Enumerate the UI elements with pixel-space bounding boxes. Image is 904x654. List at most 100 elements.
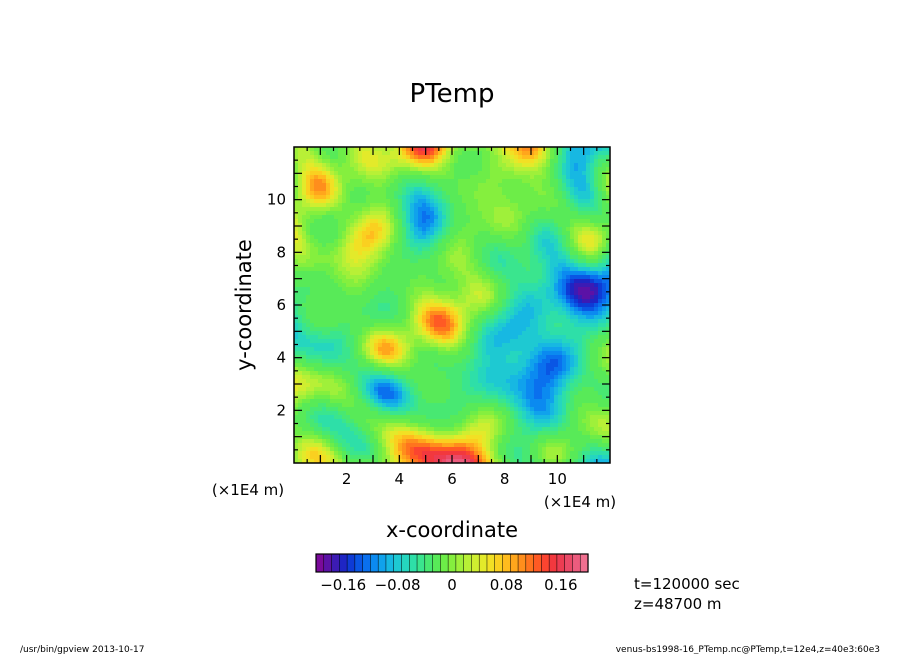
heatmap-cell	[570, 279, 575, 284]
heatmap-cell	[598, 231, 603, 236]
heatmap-cell	[550, 279, 555, 284]
heatmap-cell	[498, 279, 503, 284]
heatmap-cell	[358, 195, 363, 200]
heatmap-cell	[578, 159, 583, 164]
heatmap-cell	[394, 315, 399, 320]
heatmap-cell	[438, 267, 443, 272]
heatmap-cell	[326, 379, 331, 384]
heatmap-cell	[466, 259, 471, 264]
heatmap-cell	[582, 279, 587, 284]
heatmap-cell	[294, 215, 299, 220]
heatmap-cell	[586, 355, 591, 360]
heatmap-cell	[434, 295, 439, 300]
heatmap-cell	[510, 167, 515, 172]
heatmap-cell	[546, 199, 551, 204]
heatmap-cell	[314, 179, 319, 184]
heatmap-cell	[522, 375, 527, 380]
heatmap-cell	[478, 291, 483, 296]
heatmap-cell	[430, 167, 435, 172]
heatmap-cell	[502, 343, 507, 348]
heatmap-cell	[326, 195, 331, 200]
heatmap-cell	[506, 159, 511, 164]
heatmap-cell	[374, 203, 379, 208]
heatmap-cell	[362, 263, 367, 268]
heatmap-cell	[322, 203, 327, 208]
heatmap-cell	[450, 187, 455, 192]
heatmap-cell	[498, 183, 503, 188]
heatmap-cell	[334, 235, 339, 240]
heatmap-cell	[586, 227, 591, 232]
heatmap-cell	[358, 299, 363, 304]
heatmap-cell	[450, 371, 455, 376]
heatmap-cell	[294, 251, 299, 256]
heatmap-cell	[298, 159, 303, 164]
heatmap-cell	[602, 151, 607, 156]
heatmap-cell	[590, 211, 595, 216]
heatmap-cell	[334, 399, 339, 404]
heatmap-cell	[578, 203, 583, 208]
heatmap-cell	[334, 251, 339, 256]
heatmap-cell	[538, 207, 543, 212]
heatmap-cell	[402, 179, 407, 184]
heatmap-cell	[514, 255, 519, 260]
heatmap-cell	[350, 303, 355, 308]
heatmap-cell	[554, 239, 559, 244]
heatmap-cell	[406, 179, 411, 184]
heatmap-cell	[578, 323, 583, 328]
heatmap-cell	[434, 151, 439, 156]
heatmap-cell	[606, 319, 610, 324]
heatmap-cell	[566, 319, 571, 324]
heatmap-cell	[382, 191, 387, 196]
heatmap-cell	[586, 287, 591, 292]
heatmap-cell	[306, 211, 311, 216]
heatmap-cell	[370, 371, 375, 376]
heatmap-cell	[602, 375, 607, 380]
heatmap-cell	[410, 203, 415, 208]
heatmap-cell	[422, 187, 427, 192]
heatmap-cell	[386, 303, 391, 308]
heatmap-cell	[450, 283, 455, 288]
heatmap-cell	[486, 355, 491, 360]
heatmap-cell	[478, 327, 483, 332]
heatmap-cell	[434, 223, 439, 228]
heatmap-cell	[346, 315, 351, 320]
heatmap-cell	[438, 211, 443, 216]
heatmap-cell	[398, 375, 403, 380]
heatmap-cell	[482, 343, 487, 348]
heatmap-cell	[526, 355, 531, 360]
heatmap-cell	[366, 187, 371, 192]
heatmap-cell	[402, 379, 407, 384]
heatmap-cell	[326, 215, 331, 220]
heatmap-cell	[454, 171, 459, 176]
heatmap-cell	[454, 359, 459, 364]
heatmap-cell	[394, 363, 399, 368]
heatmap-cell	[590, 247, 595, 252]
heatmap-cell	[318, 271, 323, 276]
heatmap-cell	[510, 179, 515, 184]
heatmap-cell	[310, 387, 315, 392]
heatmap-cell	[586, 351, 591, 356]
heatmap-cell	[518, 307, 523, 312]
heatmap-cell	[390, 259, 395, 264]
heatmap-cell	[366, 251, 371, 256]
heatmap-cell	[578, 275, 583, 280]
heatmap-cell	[502, 215, 507, 220]
heatmap-cell	[470, 287, 475, 292]
heatmap-cell	[446, 259, 451, 264]
heatmap-cell	[354, 391, 359, 396]
heatmap-cell	[562, 187, 567, 192]
heatmap-cell	[318, 267, 323, 272]
heatmap-cell	[330, 199, 335, 204]
heatmap-cell	[298, 183, 303, 188]
heatmap-cell	[306, 155, 311, 160]
heatmap-cell	[350, 223, 355, 228]
heatmap-cell	[350, 159, 355, 164]
heatmap-cell	[566, 359, 571, 364]
heatmap-cell	[334, 307, 339, 312]
heatmap-cell	[502, 191, 507, 196]
heatmap-cell	[478, 295, 483, 300]
heatmap-cell	[606, 315, 610, 320]
heatmap-cell	[582, 307, 587, 312]
heatmap-cell	[298, 207, 303, 212]
heatmap-cell	[514, 351, 519, 356]
